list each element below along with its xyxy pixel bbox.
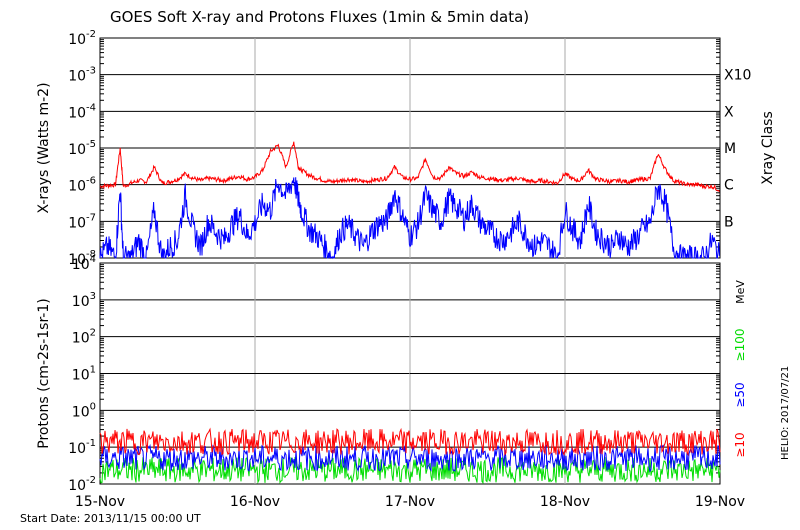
proton-ytick-label: 10-1 xyxy=(68,438,96,457)
proton-legend-label: ≥50 xyxy=(733,382,747,407)
proton-ytick-label: 104 xyxy=(72,254,96,273)
xray-class-label: X10 xyxy=(724,68,751,84)
proton-ytick-label: 102 xyxy=(72,328,96,347)
x-tick-label: 18-Nov xyxy=(540,494,590,510)
xray-class-label: B xyxy=(724,214,734,230)
xray-class-label: C xyxy=(724,178,734,194)
xray-ylabel: X-rays (Watts m-2) xyxy=(36,82,52,213)
proton-series-line xyxy=(99,427,721,457)
proton-legend-label: ≥10 xyxy=(733,432,747,457)
proton-series-line xyxy=(99,443,721,473)
xray-class-axis-title: Xray Class xyxy=(760,111,776,185)
xray-series-line xyxy=(99,141,720,193)
proton-legend-label: ≥100 xyxy=(733,329,747,362)
xray-class-label: X xyxy=(724,104,734,120)
helio-credit-label: HELIO: 2017/07/21 xyxy=(780,365,791,460)
xray-ytick-label: 10-2 xyxy=(68,29,96,48)
proton-ytick-label: 101 xyxy=(72,365,96,384)
proton-unit-label: MeV xyxy=(734,280,747,304)
proton-ytick-label: 103 xyxy=(72,291,96,310)
xray-ytick-label: 10-8 xyxy=(68,249,96,268)
proton-ylabel: Protons (cm-2s-1sr-1) xyxy=(36,298,52,448)
xray-ytick-label: 10-5 xyxy=(68,139,96,158)
proton-series-line xyxy=(99,456,721,485)
x-tick-label: 19-Nov xyxy=(695,494,745,510)
proton-ytick-label: 100 xyxy=(72,401,96,420)
xray-panel: 10-8 10-7 10-6 10-5 10-4 10-3 10-2 X-rays (Watt… xyxy=(36,29,776,268)
xray-class-label: M xyxy=(724,141,736,157)
xray-ytick-label: 10-4 xyxy=(68,102,96,121)
x-tick-label: 16-Nov xyxy=(230,494,280,510)
xray-ytick-label: 10-3 xyxy=(68,66,96,85)
chart-title: GOES Soft X-ray and Protons Fluxes (1min… xyxy=(110,8,530,26)
x-tick-label: 15-Nov xyxy=(75,494,125,510)
xray-series-line xyxy=(99,177,720,260)
start-date-label: Start Date: 2013/11/15 00:00 UT xyxy=(20,512,201,525)
xray-ytick-label: 10-7 xyxy=(68,212,96,231)
proton-ytick-label: 10-2 xyxy=(68,475,96,494)
proton-panel: 10-2 10-1 100 101 102 103 104 15-Nov 16-Nov 17-No… xyxy=(36,254,747,510)
xray-ytick-label: 10-6 xyxy=(68,176,96,195)
x-tick-label: 17-Nov xyxy=(385,494,435,510)
